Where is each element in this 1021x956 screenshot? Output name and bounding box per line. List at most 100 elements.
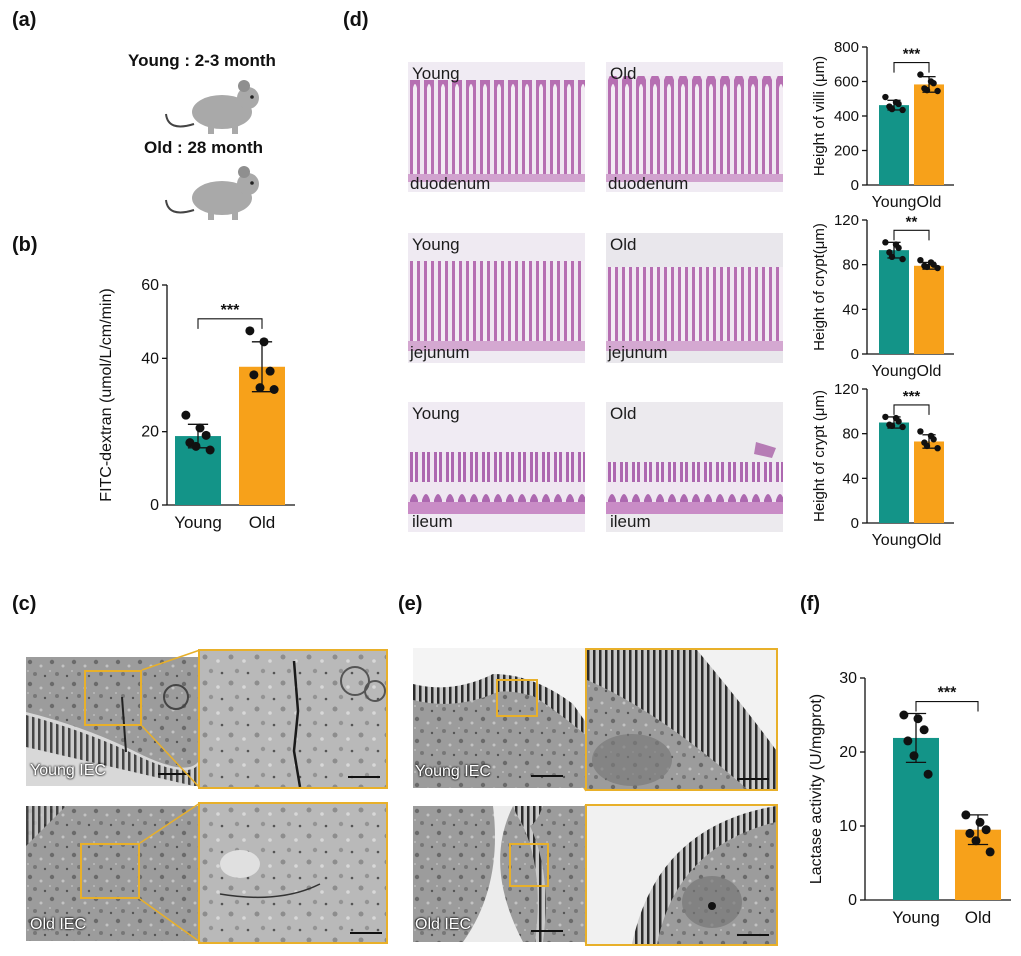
data-point [201, 430, 211, 440]
x-tick-label: Young [872, 532, 917, 549]
significance-bracket [197, 318, 263, 329]
tile-label-ileum: ileum [412, 512, 453, 531]
young-age-text: Young : 2-3 month [128, 51, 276, 70]
y-tick-label: 80 [842, 257, 859, 274]
data-point [882, 413, 889, 421]
tile-label-young: Young [412, 404, 460, 423]
panel-c-label: (c) [12, 593, 37, 615]
villi-height-chart: 0 200 400 600 800 Height of villi (μm) Young Ol… [811, 39, 954, 211]
x-tick-label: Young [174, 513, 222, 532]
bar-young [893, 737, 939, 900]
significance-bracket [893, 62, 930, 73]
tile-label-old: Old [610, 235, 637, 254]
tile-label-jejunum: jejunum [608, 343, 668, 362]
data-point [975, 817, 985, 827]
data-point [899, 106, 906, 114]
data-point [934, 444, 941, 452]
scale-bar [737, 778, 769, 780]
tile-label-jejunum: jejunum [410, 343, 470, 362]
lactase-activity-chart: 0 10 20 30 Lactase activity (U/mgprot) Young O… [808, 670, 1011, 927]
y-tick-label: 800 [834, 39, 859, 56]
y-tick-label: 120 [834, 212, 859, 229]
data-point [255, 383, 265, 393]
data-point [895, 100, 902, 108]
data-point [888, 422, 896, 430]
y-tick-label: 60 [141, 277, 159, 294]
data-point [205, 445, 215, 455]
data-point [961, 810, 971, 820]
y-tick-label: 40 [141, 350, 159, 367]
y-tick-label: 200 [834, 143, 859, 160]
y-tick-label: 400 [834, 108, 859, 125]
data-point [909, 751, 919, 761]
bar-young [879, 422, 909, 523]
data-point [245, 326, 255, 336]
em-young-overview: Young IEC [26, 657, 198, 786]
data-point [981, 825, 991, 835]
tile-label-old: Old [610, 404, 637, 423]
x-tick-label: Old [249, 513, 275, 532]
y-tick-label: 0 [848, 892, 857, 909]
y-tick-label: 120 [834, 381, 859, 398]
old-mouse-icon [165, 166, 259, 220]
scale-bar [531, 930, 563, 932]
zoom-box [84, 670, 142, 726]
zoom-box [80, 843, 140, 899]
panel-d-label: (d) [343, 9, 369, 31]
data-point [899, 255, 906, 263]
data-point [191, 441, 201, 451]
y-tick-label: 40 [842, 301, 859, 318]
significance-bracket [893, 229, 930, 241]
significance-stars: *** [903, 46, 921, 63]
significance-stars: *** [221, 302, 240, 319]
zoom-box [509, 843, 549, 887]
x-tick-label: Old [965, 908, 991, 927]
y-tick-label: 0 [851, 346, 859, 363]
tile-label-ileum: ileum [610, 512, 651, 531]
em-old-overview: Old IEC [26, 806, 198, 941]
em-old-villi-overview: Old IEC [413, 806, 587, 942]
y-tick-label: 0 [851, 515, 859, 532]
data-point [882, 93, 889, 101]
bar-young [879, 250, 909, 354]
x-tick-label: Young [892, 908, 940, 927]
y-axis-label: Height of crypt(μm) [811, 223, 828, 351]
y-axis-label: Height of crypt (μm) [811, 390, 828, 522]
data-point [919, 725, 929, 735]
bar-old [914, 441, 944, 523]
x-tick-label: Young [872, 194, 917, 211]
em-old-zoom [198, 802, 388, 944]
histology-old-ileum: Old ileum [606, 402, 783, 532]
x-tick-label: Old [917, 532, 942, 549]
y-axis-label: Lactase activity (U/mgprot) [808, 694, 825, 884]
data-point [259, 337, 269, 347]
data-point [882, 239, 889, 246]
scale-bar [531, 775, 563, 777]
bar-young [879, 105, 909, 185]
tile-label-duodenum: duodenum [608, 174, 689, 192]
panel-f-label: (f) [800, 593, 820, 615]
tile-label-young: Young [412, 64, 460, 83]
tile-label-duodenum: duodenum [410, 174, 491, 192]
data-point [888, 105, 896, 113]
panel-e-label: (e) [398, 593, 423, 615]
data-point [923, 442, 931, 450]
histology-young-jejunum: Young jejunum [408, 233, 585, 363]
significance-bracket [893, 404, 930, 415]
y-axis-label: FITC-dextran (umol/L/cm/min) [98, 288, 115, 501]
data-point [895, 244, 902, 252]
data-point [269, 385, 279, 394]
scale-bar [348, 776, 380, 778]
data-point [917, 428, 924, 435]
data-point [899, 423, 906, 431]
fitc-dextran-chart: 0 20 40 60 FITC-dextran (umol/L/cm/min) Young… [98, 277, 295, 532]
bar-old [914, 265, 944, 354]
histology-old-jejunum: Old jejunum [606, 233, 783, 363]
y-tick-label: 30 [839, 670, 857, 687]
y-tick-label: 0 [851, 177, 859, 194]
scale-bar [158, 773, 190, 775]
significance-stars: ** [906, 213, 918, 230]
significance-stars: *** [903, 388, 921, 405]
y-tick-label: 80 [842, 426, 859, 443]
data-point [913, 714, 923, 724]
